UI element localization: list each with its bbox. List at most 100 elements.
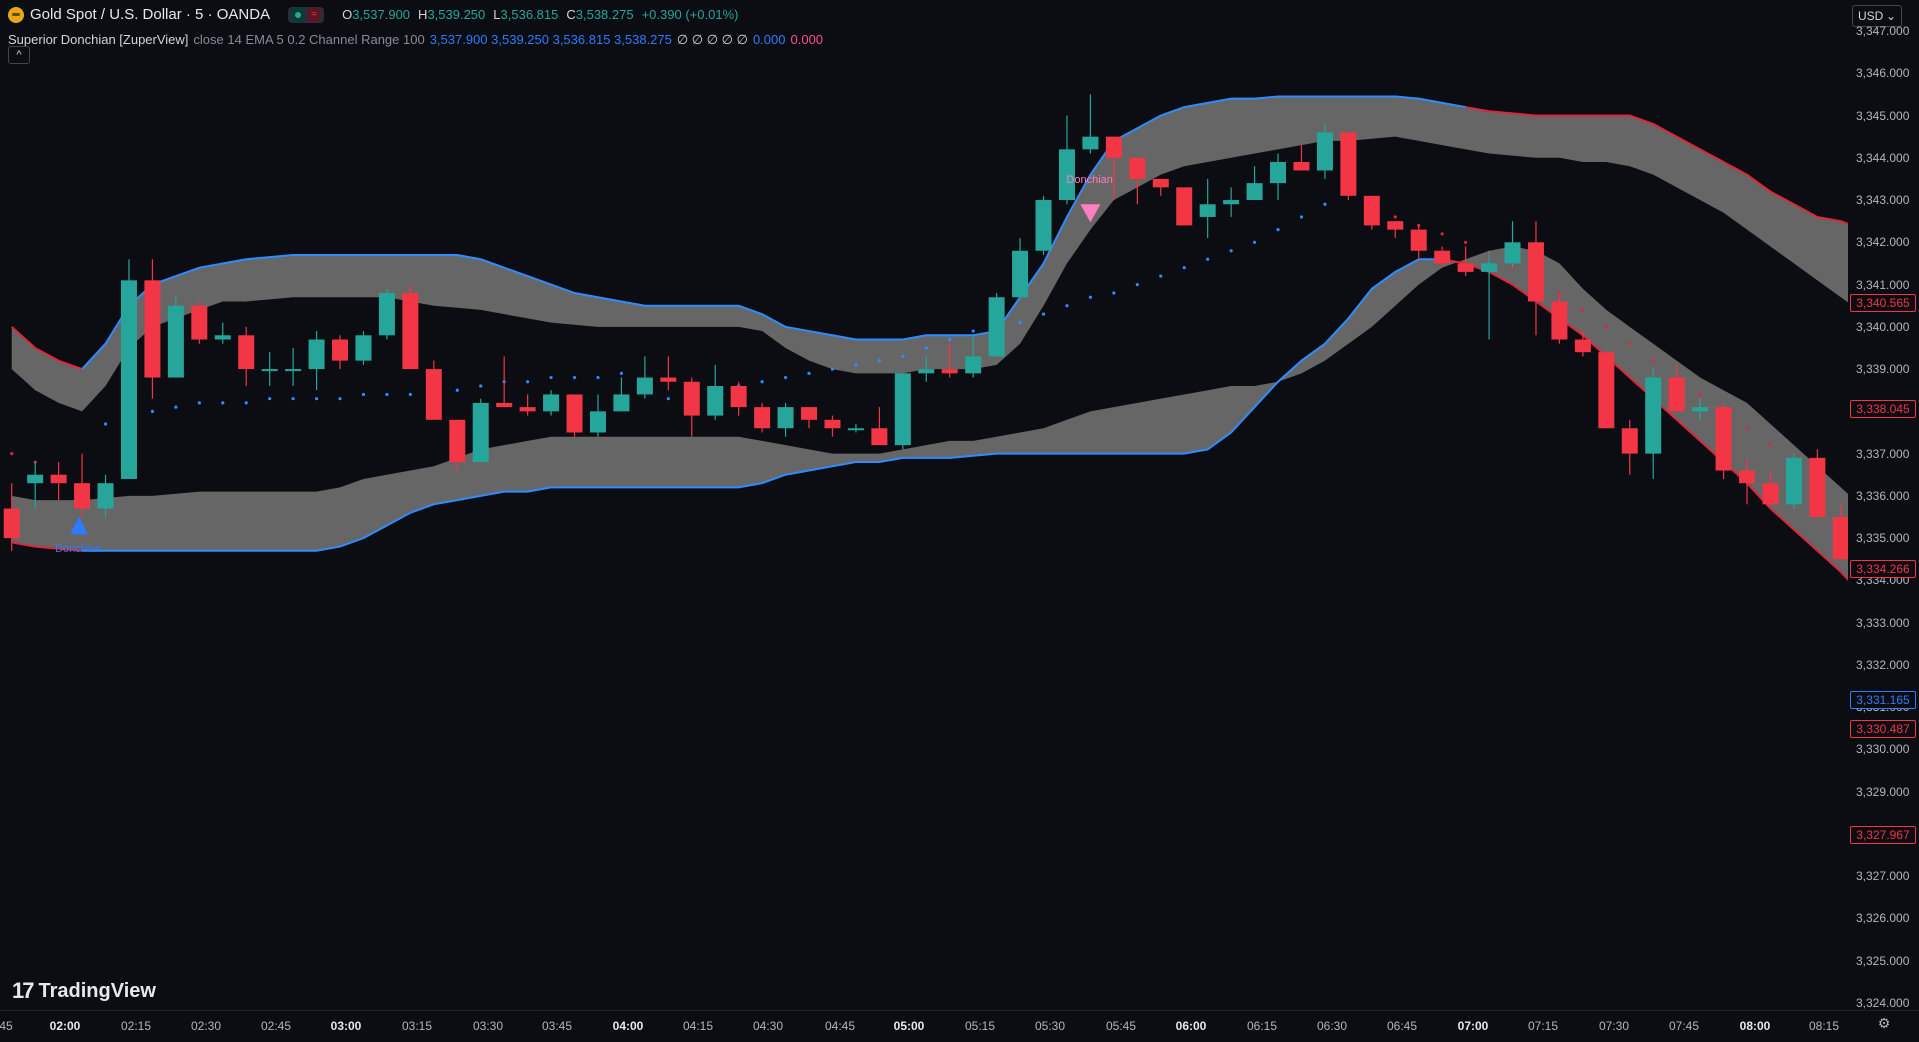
candle-body — [1551, 301, 1568, 340]
candle-body — [589, 411, 606, 433]
candle-body — [730, 385, 747, 408]
candle-body — [1527, 242, 1544, 302]
trailing-stop-dot — [760, 380, 764, 384]
candle-body — [1645, 377, 1662, 454]
candle-body — [285, 369, 302, 372]
candle — [285, 347, 302, 386]
time-tick-label: 07:00 — [1457, 1019, 1489, 1033]
trailing-stop-dot — [783, 375, 788, 380]
chevron-down-icon: ⌄ — [1885, 9, 1896, 23]
signal-label-sell: Donchian — [1066, 174, 1113, 187]
candle — [1481, 250, 1498, 340]
market-open-icon — [291, 7, 306, 22]
trailing-stop-dot — [1182, 266, 1186, 270]
indicator-params: close 14 EMA 5 0.2 Channel Range 100 — [193, 32, 425, 47]
indicator-legend[interactable]: Superior Donchian [ZuperView] close 14 E… — [8, 32, 823, 48]
trailing-stop-dot — [314, 397, 319, 401]
ohlc-key: O — [342, 7, 353, 22]
candle — [707, 364, 724, 420]
price-level-tag: 3,338.045 — [1850, 400, 1916, 419]
time-tick-label: 08:15 — [1808, 1019, 1840, 1033]
candle — [1035, 195, 1052, 255]
candle — [191, 301, 208, 344]
candle-body — [543, 394, 560, 412]
trailing-stop-dot — [174, 405, 178, 409]
indicator-name[interactable]: Superior Donchian [ZuperView] — [8, 32, 189, 47]
data-delay-icon: ≈ — [307, 7, 322, 22]
symbol-legend[interactable]: Gold Spot / U.S. Dollar · 5 · OANDA ≈ O3… — [8, 6, 738, 23]
candle-body — [1246, 183, 1263, 201]
gear-icon[interactable]: ⚙ — [1877, 1015, 1891, 1031]
gold-symbol-icon — [8, 6, 24, 23]
trailing-stop-dot — [1768, 443, 1773, 447]
candle — [1105, 136, 1122, 201]
candle-body — [355, 335, 372, 361]
trailing-stop-dot — [385, 392, 389, 397]
price-level-tag: 3,334.266 — [1850, 560, 1916, 579]
trailing-stop-dot — [877, 359, 881, 363]
time-tick-label: 45 — [0, 1019, 13, 1033]
candle — [167, 297, 184, 378]
candle-body — [1105, 136, 1122, 158]
signal-markers — [70, 204, 1101, 535]
candle-body — [1223, 200, 1240, 205]
trailing-stop-dot — [1276, 228, 1280, 232]
ohlc-value: +0.390 (+0.01%) — [641, 7, 739, 22]
price-chart[interactable] — [0, 0, 1848, 1010]
candle-body — [1809, 457, 1826, 517]
candle — [378, 288, 395, 340]
tradingview-logo[interactable]: 17 TradingView — [12, 978, 156, 1004]
trailing-stop-dot — [103, 422, 108, 426]
candle-body — [1058, 149, 1075, 201]
ohlc-item: H3,539.250 — [418, 7, 485, 22]
time-tick-label: 07:30 — [1598, 1019, 1630, 1033]
time-tick-label: 07:45 — [1668, 1019, 1700, 1033]
time-tick-label: 02:30 — [190, 1019, 222, 1033]
candle-body — [1832, 517, 1848, 560]
candle-body — [1270, 162, 1287, 184]
time-tick-label: 04:15 — [682, 1019, 714, 1033]
time-axis[interactable]: 45 02:00 02:15 02:30 02:45 03:00 03:15 03:30 03:… — [0, 1010, 1919, 1042]
trailing-stop-dot — [455, 388, 459, 392]
candle-body — [1504, 242, 1521, 264]
candle — [801, 407, 818, 429]
candle-body — [1129, 157, 1146, 179]
indicator-empty-values: ∅ ∅ ∅ ∅ ∅ — [676, 32, 748, 47]
price-tick-label: 3,330.000 — [1856, 742, 1910, 757]
collapse-legend-button[interactable]: ^ — [8, 46, 30, 64]
candle-body — [238, 335, 255, 370]
time-tick-label: 04:30 — [752, 1019, 784, 1033]
price-axis[interactable]: 3,347.000 3,346.000 3,345.000 3,344.000 3,34… — [1848, 0, 1919, 1010]
price-tick-label: 3,336.000 — [1856, 488, 1910, 503]
price-tick-label: 3,324.000 — [1856, 996, 1910, 1010]
candle-body — [613, 394, 630, 412]
candle — [50, 462, 67, 501]
ohlc-key: L — [493, 7, 501, 22]
currency-select[interactable]: USD ⌄ — [1852, 5, 1902, 27]
time-tick-label: 06:30 — [1316, 1019, 1348, 1033]
trailing-stop-dot — [197, 401, 201, 405]
candle — [1762, 470, 1779, 505]
trailing-stop-dot — [1323, 202, 1327, 206]
candle-body — [1340, 132, 1357, 196]
market-status-badges[interactable]: ≈ — [288, 6, 325, 23]
candle — [1293, 145, 1310, 171]
trailing-stop-dot — [338, 397, 342, 401]
trailing-stop-dot — [526, 380, 530, 384]
candle — [566, 394, 583, 437]
candle — [871, 407, 888, 446]
candle-body — [754, 407, 771, 429]
symbol-title[interactable]: Gold Spot / U.S. Dollar · 5 · OANDA — [30, 6, 271, 23]
trailing-stop-dot — [1393, 215, 1397, 219]
time-tick-label: 06:45 — [1386, 1019, 1418, 1033]
time-tick-label: 02:00 — [49, 1019, 81, 1033]
time-tick-label: 03:00 — [330, 1019, 362, 1033]
candle-body — [1457, 263, 1474, 272]
candle — [97, 474, 114, 517]
trailing-stop-dot — [1440, 232, 1444, 236]
candle — [1082, 94, 1099, 154]
candle — [496, 356, 513, 408]
candle-body — [965, 356, 982, 374]
candle-body — [1481, 263, 1498, 272]
candle-body — [1082, 136, 1099, 150]
